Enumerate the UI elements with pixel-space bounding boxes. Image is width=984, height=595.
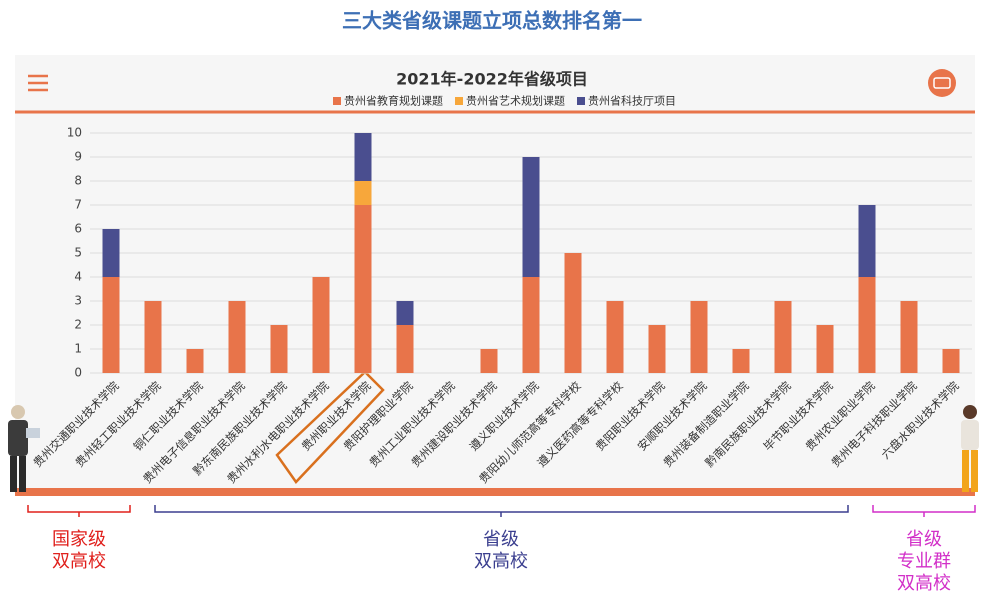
y-tick-label: 5 <box>74 246 82 260</box>
chat-icon[interactable] <box>928 69 956 97</box>
y-tick-label: 3 <box>74 294 82 308</box>
bracket-national <box>27 505 131 517</box>
bar-segment <box>648 325 666 373</box>
bar-segment <box>144 301 162 373</box>
bar-segment <box>942 349 960 373</box>
y-tick-label: 7 <box>74 198 82 212</box>
legend-swatch <box>333 97 341 105</box>
bar-segment <box>396 325 414 373</box>
bar-segment <box>396 301 414 325</box>
bar-segment <box>690 301 708 373</box>
legend-swatch <box>455 97 463 105</box>
y-tick-label: 6 <box>74 222 82 236</box>
bar-segment <box>186 349 204 373</box>
floor-band <box>15 488 975 496</box>
group-label: 省级 <box>906 529 942 550</box>
menu-icon[interactable] <box>28 74 48 92</box>
bracket-provincial <box>154 505 849 517</box>
group-label: 省级 <box>483 529 519 550</box>
bar-segment <box>354 133 372 181</box>
y-tick-label: 8 <box>74 174 82 188</box>
slide-title: 三大类省级课题立项总数排名第一 <box>342 9 642 33</box>
y-tick-label: 9 <box>74 150 82 164</box>
group-label: 国家级 <box>52 529 106 550</box>
y-tick-label: 10 <box>67 126 82 140</box>
bar-segment <box>564 253 582 373</box>
y-tick-label: 2 <box>74 318 82 332</box>
bar-segment <box>354 205 372 373</box>
bar-segment <box>270 325 288 373</box>
y-tick-label: 1 <box>74 342 82 356</box>
bar-segment <box>858 205 876 277</box>
bar-segment <box>102 277 120 373</box>
bar-segment <box>858 277 876 373</box>
bar-segment <box>606 301 624 373</box>
bar-segment <box>774 301 792 373</box>
bar-segment <box>900 301 918 373</box>
person-right <box>961 405 979 492</box>
legend-swatch <box>577 97 585 105</box>
bar-segment <box>522 157 540 277</box>
highlight-box <box>275 370 385 484</box>
bar-segment <box>480 349 498 373</box>
legend-label: 贵州省艺术规划课题 <box>466 94 565 108</box>
bar-segment <box>312 277 330 373</box>
bar-segment <box>102 229 120 277</box>
bar-segment <box>228 301 246 373</box>
bar-segment <box>354 181 372 205</box>
y-tick-label: 0 <box>74 366 82 380</box>
chart-title: 2021年-2022年省级项目 <box>396 70 588 89</box>
chart-panel <box>15 55 975 495</box>
group-label: 双高校 <box>897 573 951 594</box>
legend-label: 贵州省教育规划课题 <box>344 94 443 108</box>
bar-segment <box>522 277 540 373</box>
bar-segment <box>816 325 834 373</box>
group-label: 双高校 <box>52 551 106 572</box>
group-label: 双高校 <box>474 551 528 572</box>
y-tick-label: 4 <box>74 270 82 284</box>
bracket-specialty <box>872 505 976 517</box>
bar-segment <box>732 349 750 373</box>
legend-label: 贵州省科技厅项目 <box>588 94 676 108</box>
person-left <box>8 405 40 492</box>
group-label: 专业群 <box>897 551 951 572</box>
